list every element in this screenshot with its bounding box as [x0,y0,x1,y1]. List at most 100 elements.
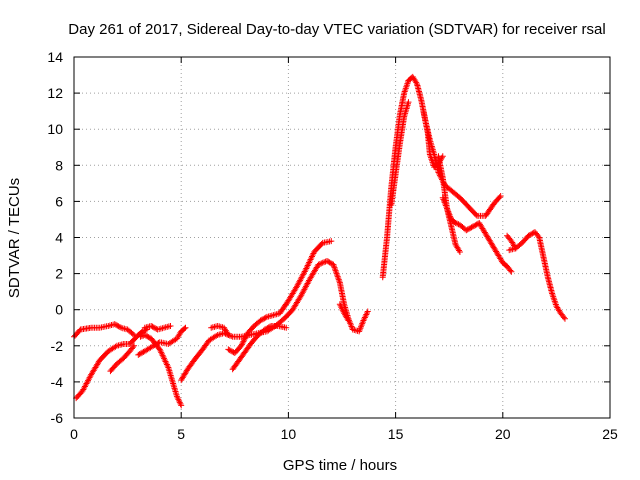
y-tick-label: 14 [47,49,63,65]
data-point [261,326,268,333]
data-point [327,260,334,267]
data-point [151,342,158,349]
data-point [318,260,325,267]
data-point [241,335,248,342]
data-point [463,227,470,234]
data-point [528,231,535,238]
data-point [325,258,332,265]
series-arc-6 [141,322,174,333]
series-arc-3 [107,342,138,375]
data-point [129,344,136,351]
data-point [227,347,234,354]
data-point [261,315,268,322]
data-point [328,238,335,245]
x-tick-label: 25 [602,426,618,442]
data-point [143,332,150,339]
series-arc-7 [178,257,371,384]
data-point [318,241,325,248]
data-point [454,220,461,227]
data-point [316,260,323,267]
x-tick-label: 10 [281,426,297,442]
series-arc-16 [439,194,515,275]
y-tick-label: 4 [55,230,63,246]
y-tick-label: 12 [47,85,63,101]
data-point [154,340,161,347]
series-arc-8 [208,322,232,338]
data-point [526,231,533,238]
x-axis-label: GPS time / hours [283,457,397,474]
data-point [113,321,120,328]
data-point [139,328,146,335]
data-point [228,333,235,340]
data-point [239,339,246,346]
data-point [456,248,463,255]
series-arc-13 [388,99,412,209]
data-point [137,350,144,357]
y-axis-label: SDTVAR / TECUs [6,178,23,298]
y-tick-label: -4 [51,374,64,390]
y-tick-label: -6 [51,410,64,426]
series-arc-2 [73,326,150,402]
data-point [560,314,567,321]
series-arc-18 [504,232,519,252]
data-point [243,332,250,339]
data-point [266,323,273,330]
data-point [145,334,152,341]
series-arc-15 [435,153,463,255]
data-point [141,331,148,338]
series-arc-10 [229,322,290,373]
data-point [115,323,122,330]
series-arc-11 [336,301,352,324]
data-point [224,330,231,337]
data-point [144,333,151,340]
series-arc-5 [135,324,189,358]
data-point [116,324,123,331]
data-point [150,342,157,349]
data-point [472,222,479,229]
data-point [469,223,476,230]
data-point [561,315,568,322]
series-arc-9 [225,238,335,357]
data-point [240,338,247,345]
data-point [344,316,351,323]
series-arc-1 [71,321,138,340]
chart-title: Day 261 of 2017, Sidereal Day-to-day VTE… [68,21,605,38]
x-tick-label: 5 [177,426,185,442]
series-arc-17 [506,229,568,322]
data-point [535,233,542,240]
data-point [152,341,159,348]
data-point [225,331,232,338]
data-point [265,324,272,331]
data-point [263,325,270,332]
data-point [137,333,144,340]
series-arc-4 [137,331,185,409]
data-point [238,342,245,349]
data-point [139,349,146,356]
data-point [497,192,504,199]
data-point [511,243,518,250]
data-point [152,325,159,332]
data-point [405,99,412,106]
data-point [465,225,472,232]
x-tick-label: 15 [388,426,404,442]
data-point [226,347,233,354]
data-point [167,322,174,329]
data-point [129,330,136,337]
y-tick-label: -2 [51,338,64,354]
axis-ticks: 0 5 10 15 20 25 -6 -4 -2 0 2 4 6 8 10 12 14 [47,49,618,442]
data-point [181,325,188,332]
data-point [525,232,532,239]
data-point [242,334,249,341]
data-point [262,314,269,321]
data-point [258,316,265,323]
data-point [315,261,322,268]
y-tick-label: 8 [55,157,63,173]
data-point [114,322,121,329]
y-tick-label: 2 [55,266,63,282]
data-points [71,73,568,409]
data-point [508,268,515,275]
data-point [111,321,118,328]
y-tick-label: 0 [55,302,63,318]
data-point [468,224,475,231]
data-point [364,308,371,315]
